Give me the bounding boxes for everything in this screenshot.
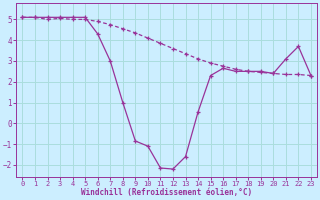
X-axis label: Windchill (Refroidissement éolien,°C): Windchill (Refroidissement éolien,°C) [81, 188, 252, 197]
